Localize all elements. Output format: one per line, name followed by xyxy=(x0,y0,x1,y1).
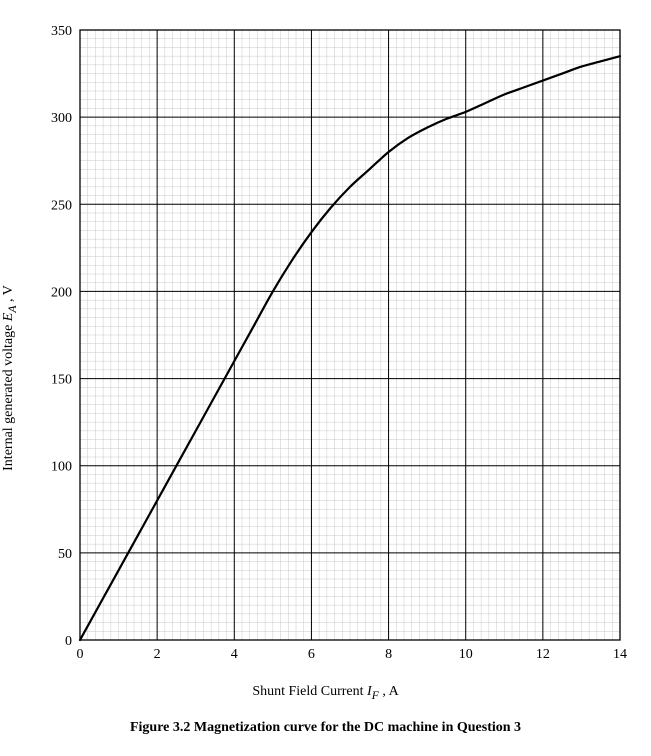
svg-text:50: 50 xyxy=(58,547,72,562)
svg-text:6: 6 xyxy=(308,647,315,662)
svg-text:0: 0 xyxy=(77,647,84,662)
y-label-post: , V xyxy=(1,285,16,305)
y-label-sym: E xyxy=(1,313,16,322)
x-axis-label: Shunt Field Current IF , A xyxy=(20,684,631,702)
svg-text:2: 2 xyxy=(154,647,161,662)
svg-text:350: 350 xyxy=(51,24,72,39)
figure-caption: Figure 3.2 Magnetization curve for the D… xyxy=(20,720,631,736)
svg-text:8: 8 xyxy=(385,647,392,662)
svg-text:250: 250 xyxy=(51,198,72,213)
svg-text:0: 0 xyxy=(65,634,72,649)
svg-text:200: 200 xyxy=(51,285,72,300)
svg-text:150: 150 xyxy=(51,373,72,388)
x-label-sub: F xyxy=(372,689,379,702)
magnetization-chart: 0 2 4 6 8 10 12 14 0 50 100 150 200 250 300 350 xyxy=(20,20,631,680)
svg-text:300: 300 xyxy=(51,111,72,126)
svg-text:10: 10 xyxy=(459,647,473,662)
svg-text:4: 4 xyxy=(231,647,238,662)
y-label-sub: A xyxy=(6,305,19,312)
y-label-pre: Internal generated voltage xyxy=(1,321,16,471)
svg-text:100: 100 xyxy=(51,460,72,475)
chart-container: Internal generated voltage EA , V 024681… xyxy=(20,20,631,736)
x-label-pre: Shunt Field Current xyxy=(252,684,367,699)
svg-text:12: 12 xyxy=(536,647,550,662)
y-axis-label: Internal generated voltage EA , V xyxy=(1,285,19,471)
x-label-post: , A xyxy=(379,684,399,699)
svg-text:14: 14 xyxy=(613,647,627,662)
